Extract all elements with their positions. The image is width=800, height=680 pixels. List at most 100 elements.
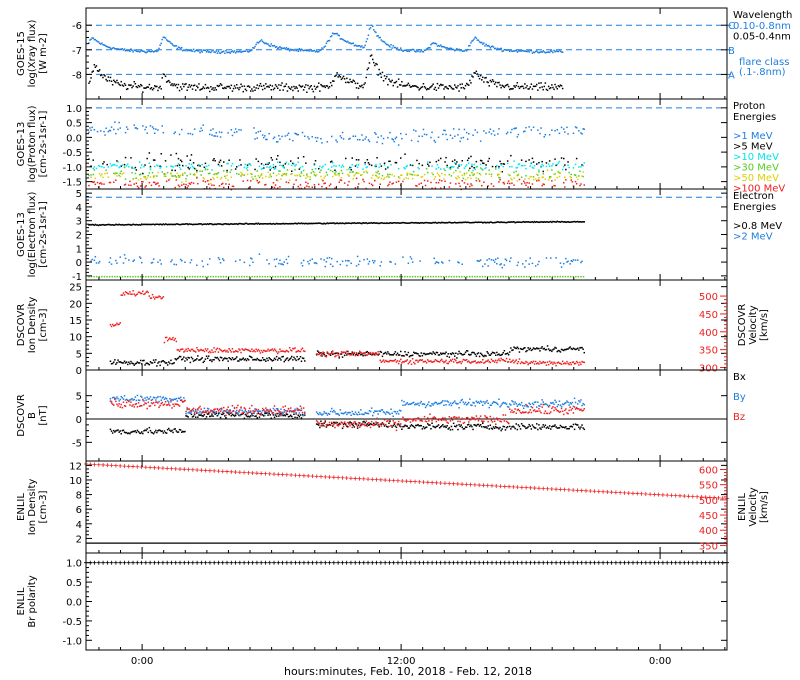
data-point (155, 128, 157, 130)
data-point (520, 423, 523, 425)
data-point (463, 87, 466, 90)
data-point (449, 166, 452, 169)
data-point (309, 178, 311, 181)
data-point (520, 85, 523, 88)
data-point (457, 85, 459, 87)
data-point (473, 72, 475, 74)
data-point (120, 80, 122, 83)
data-point (492, 185, 495, 187)
data-point (488, 45, 490, 47)
data-point (117, 224, 119, 226)
data-point (395, 426, 398, 429)
data-point (201, 170, 203, 172)
data-point (461, 180, 463, 182)
data-point (458, 163, 460, 166)
data-point (206, 348, 209, 350)
data-point (204, 275, 207, 278)
data-point (335, 355, 337, 357)
data-point (308, 275, 310, 278)
data-point (203, 223, 206, 225)
data-point (503, 183, 506, 185)
data-point (527, 426, 529, 428)
data-point (468, 401, 470, 404)
data-point (370, 164, 373, 167)
data-point (488, 354, 490, 356)
data-point (538, 260, 540, 263)
data-point (427, 353, 429, 355)
data-point (113, 163, 115, 166)
data-point (446, 164, 448, 167)
data-point (96, 224, 99, 226)
data-point (174, 223, 176, 226)
data-point (544, 178, 547, 180)
data-point (348, 180, 350, 183)
data-point (364, 411, 366, 414)
data-point (571, 221, 574, 223)
data-point (107, 166, 110, 168)
data-point (369, 27, 372, 29)
data-point (447, 428, 449, 430)
data-point (488, 157, 490, 160)
data-point (297, 50, 299, 52)
data-point (202, 415, 204, 417)
data-point (209, 359, 211, 362)
data-point (210, 223, 212, 225)
data-point (382, 137, 385, 140)
data-point (189, 183, 192, 185)
data-point (321, 185, 323, 188)
data-point (379, 359, 381, 362)
data-point (542, 183, 544, 185)
data-point (557, 171, 560, 173)
data-point (497, 173, 499, 176)
data-point (189, 86, 192, 88)
data-point (154, 397, 156, 399)
data-point (387, 43, 389, 46)
y2-tick-label: 350 (699, 346, 718, 357)
data-point (375, 423, 377, 426)
data-point (554, 399, 556, 402)
data-point (294, 132, 296, 135)
data-point (516, 362, 519, 365)
y-tick-label: -1 (72, 272, 82, 283)
data-point (556, 176, 558, 179)
data-point (261, 177, 264, 179)
data-point (218, 131, 221, 133)
data-point (464, 359, 467, 361)
data-point (97, 41, 100, 43)
data-point (403, 425, 405, 428)
data-point (437, 354, 440, 356)
data-point (465, 131, 468, 134)
data-point (455, 49, 457, 51)
data-point (388, 78, 390, 80)
data-point (582, 221, 584, 223)
data-point (141, 84, 143, 87)
data-point (124, 399, 127, 401)
data-point (340, 38, 343, 40)
data-point (277, 87, 279, 89)
data-point (111, 323, 114, 326)
data-point (413, 222, 415, 224)
data-point (331, 35, 333, 37)
data-point (503, 350, 506, 352)
y-tick-label: -0.5 (62, 148, 82, 159)
data-point (343, 351, 346, 353)
data-point (523, 180, 525, 183)
data-point (131, 172, 133, 174)
data-point (260, 168, 263, 170)
data-point (181, 275, 183, 278)
data-point (236, 412, 238, 414)
data-point (419, 51, 421, 53)
data-point (407, 362, 410, 365)
data-point (340, 166, 343, 168)
data-point (296, 87, 298, 89)
data-point (176, 431, 179, 433)
data-point (470, 183, 472, 185)
data-point (416, 86, 418, 88)
data-point (293, 183, 295, 186)
data-point (252, 223, 254, 225)
data-point (117, 429, 119, 431)
data-point (100, 74, 102, 77)
data-point (563, 262, 565, 265)
data-point (567, 401, 569, 404)
data-point (464, 49, 467, 51)
